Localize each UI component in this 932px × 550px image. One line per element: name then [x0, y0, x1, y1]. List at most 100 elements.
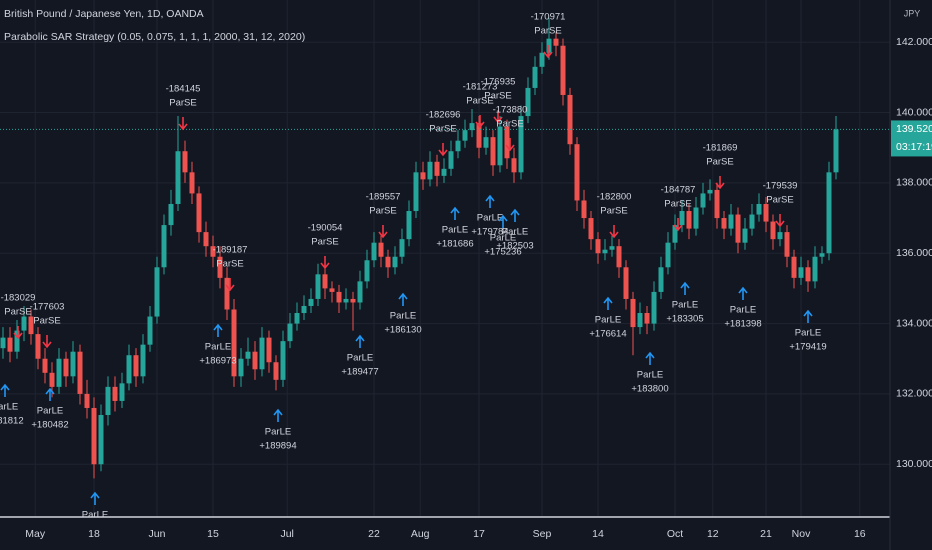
- signal-label: -182696: [426, 110, 461, 121]
- signal-label: +183305: [666, 314, 703, 325]
- signal-label: ParSE: [466, 96, 493, 107]
- signal-label: ParSE: [496, 119, 523, 130]
- candle-body: [819, 253, 825, 257]
- candle-body: [175, 151, 181, 204]
- candle-body: [644, 313, 650, 324]
- candle-body: [77, 351, 83, 394]
- candle-body: [210, 246, 216, 257]
- signal-label: +180482: [31, 420, 68, 431]
- candle-body: [595, 239, 601, 254]
- y-tick-label: 138.000: [896, 177, 932, 189]
- countdown: 03:17:19: [896, 141, 932, 153]
- long-arrow: [355, 334, 365, 348]
- signal-label: -184787: [661, 185, 696, 196]
- x-tick-label: Jun: [149, 528, 166, 540]
- signal-label: ParSE: [766, 195, 793, 206]
- candle-body: [119, 383, 125, 401]
- signal-label: +183800: [631, 384, 668, 395]
- candle-body: [567, 94, 573, 145]
- candle-body: [28, 316, 34, 335]
- long-arrow: [680, 281, 690, 295]
- candle-body: [511, 158, 517, 173]
- x-tick-label: 15: [207, 528, 219, 540]
- candle-body: [784, 232, 790, 257]
- candle-body: [231, 309, 237, 377]
- candle-body: [350, 298, 356, 303]
- signal-label: -179539: [763, 181, 798, 192]
- long-arrow: [603, 296, 613, 310]
- signal-label: +176614: [589, 329, 626, 340]
- candle-body: [399, 239, 405, 257]
- candle-body: [196, 193, 202, 233]
- long-arrow: [803, 309, 813, 323]
- signal-label: ParSE: [534, 26, 561, 37]
- candle-body: [728, 214, 734, 229]
- candle-body: [49, 372, 55, 387]
- candle-body: [602, 249, 608, 254]
- signal-label: -190054: [308, 223, 343, 234]
- signal-label: ParLE: [0, 402, 18, 413]
- signal-label: -177603: [30, 302, 65, 313]
- candle-body: [560, 45, 566, 95]
- short-arrow: [378, 225, 388, 239]
- candle-body: [427, 161, 433, 180]
- candle-body: [280, 341, 286, 380]
- signal-label: +179784: [471, 227, 508, 238]
- y-tick-label: 142.000: [896, 36, 932, 48]
- short-arrow: [178, 117, 188, 131]
- candle-body: [763, 203, 769, 222]
- candle-body: [182, 151, 188, 173]
- x-tick-label: Nov: [792, 528, 811, 540]
- y-tick-label: 130.000: [896, 458, 932, 470]
- candle-body: [588, 218, 594, 240]
- long-arrow: [398, 292, 408, 306]
- candle-body: [315, 274, 321, 299]
- x-tick-label: Jul: [280, 528, 293, 540]
- signal-label: ParSE: [4, 307, 31, 318]
- signal-label: ParSE: [706, 157, 733, 168]
- signal-label: ParLE: [205, 342, 231, 353]
- candle-body: [441, 168, 447, 176]
- signal-label: +181398: [724, 319, 761, 330]
- candle-body: [504, 126, 510, 159]
- candle-body: [448, 151, 454, 169]
- x-tick-label: Sep: [533, 528, 552, 540]
- candle-body: [833, 129, 839, 173]
- candle-body: [455, 140, 461, 152]
- long-arrow: [450, 206, 460, 220]
- short-arrow: [505, 138, 515, 152]
- x-tick-label: May: [25, 528, 46, 540]
- long-arrow: [498, 214, 508, 228]
- candle-body: [756, 203, 762, 215]
- candle-body: [679, 211, 685, 226]
- signal-label: ParLE: [265, 427, 291, 438]
- candle-body: [329, 288, 335, 292]
- candle-body: [749, 214, 755, 229]
- candle-body: [238, 358, 244, 377]
- candle-body: [420, 172, 426, 180]
- y-tick-label: 134.000: [896, 317, 932, 329]
- signal-label: +189894: [259, 441, 296, 452]
- currency: JPY: [904, 8, 921, 18]
- candle-body: [805, 267, 811, 282]
- candle-body: [203, 232, 209, 247]
- signal-label: ParLE: [595, 315, 621, 326]
- candle-body: [168, 203, 174, 226]
- signal-label: ParLE: [477, 213, 503, 224]
- candle-body: [413, 172, 419, 212]
- candle-body: [294, 313, 300, 324]
- candle-body: [385, 256, 391, 268]
- signal-label: -181273: [463, 82, 498, 93]
- short-arrow: [13, 326, 23, 340]
- long-arrow: [0, 383, 10, 397]
- candle-body: [161, 225, 167, 268]
- candle-body: [735, 214, 741, 243]
- signal-label: +186130: [384, 325, 421, 336]
- signal-label: -189187: [213, 245, 248, 256]
- signal-label: +182503: [496, 241, 533, 252]
- short-arrow: [673, 218, 683, 232]
- signal-label: +186973: [199, 356, 236, 367]
- signal-label: -170971: [531, 12, 566, 23]
- signal-label: -189557: [366, 192, 401, 203]
- candle-body: [658, 267, 664, 292]
